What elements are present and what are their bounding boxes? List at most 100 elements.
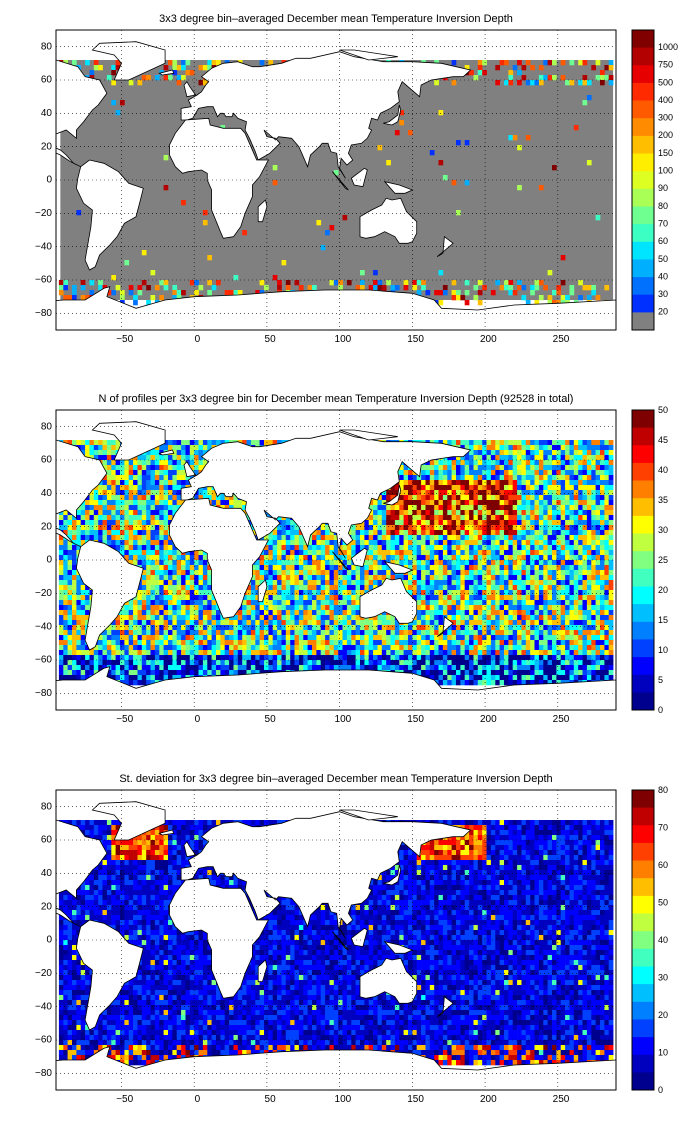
bin-cell [416,630,422,636]
bin-cell [146,665,151,671]
bin-cell [242,650,247,656]
bin-cell [150,565,156,571]
bin-cell [58,640,64,646]
bin-cell [89,665,95,671]
bin-cell [442,650,448,656]
bin-cell [303,650,308,656]
bin-cell [342,635,348,641]
bin-cell [67,595,73,601]
bin-cell [146,565,151,571]
bin-cell [294,635,300,641]
bin-cell [154,465,160,471]
bin-cell [429,480,435,486]
bin-cell [242,655,247,661]
colorbar-segment [632,277,654,296]
bin-cell [80,660,86,666]
bin-cell [316,620,322,626]
bin-cell [351,575,356,581]
bin-cell [76,630,82,636]
bin-cell [93,505,99,511]
bin-cell [124,600,130,606]
bin-cell [416,605,422,611]
bin-cell [202,495,208,501]
bin-cell [159,535,164,541]
bin-cell [429,555,435,561]
bin-cell [154,575,160,581]
bin-cell [377,540,383,546]
bin-cell [163,440,169,446]
bin-cell [146,450,151,456]
bin-cell [277,655,282,661]
bin-cell [181,460,186,466]
bin-cell [63,660,68,666]
bin-cell [255,590,260,596]
bin-cell [351,635,356,641]
bin-cell [154,580,160,586]
bin-cell [146,300,151,306]
bin-cell [368,535,374,541]
dotted-grid [56,30,616,330]
bin-cell [408,660,413,666]
bin-cell [63,640,68,646]
bin-cell [150,645,156,651]
bin-cell [93,535,99,541]
bin-cell [89,495,95,501]
bin-cell [508,70,514,76]
bin-cell [364,660,370,666]
bin-cell [530,80,535,86]
bin-cell [268,660,274,666]
bin-cell [159,575,164,581]
bin-cell [250,580,256,586]
bin-cell [360,640,365,646]
bin-cell [442,545,448,551]
bin-cell [438,485,444,491]
bin-cell [373,625,378,631]
bin-cell [421,495,426,501]
bin-cell [351,650,356,656]
bin-cell [512,65,518,71]
bin-cell [399,510,404,516]
bin-cell [368,560,374,566]
bin-cell [403,530,409,536]
bin-cell [338,615,343,621]
bin-cell [72,590,77,596]
bin-cell [128,545,134,551]
bin-cell [141,630,147,636]
bin-cell [85,515,90,521]
bin-cell [137,485,143,491]
bin-cell [250,650,256,656]
bin-cell [333,590,339,596]
bin-cell [442,660,448,666]
bin-cell [264,660,269,666]
bin-cell [163,480,169,486]
bin-cell [346,665,352,671]
bin-cell [224,670,230,676]
bin-cell [351,630,356,636]
bin-cell [294,660,300,666]
bin-cell [229,625,234,631]
bin-cell [181,440,186,446]
bin-cell [133,645,138,651]
bin-cell [412,530,418,536]
bin-cell [390,665,396,671]
bin-cell [268,540,274,546]
bin-cell [355,575,361,581]
bin-cell [394,540,400,546]
bin-cell [154,590,160,596]
bin-cell [76,510,82,516]
bin-cell [194,660,199,666]
bin-cell [325,545,330,551]
bin-cell [408,630,413,636]
land-mask [56,41,616,330]
bin-cell [93,650,99,656]
bin-cell [351,605,356,611]
bin-cell [381,610,387,616]
bin-cell [207,440,212,446]
bin-cell [211,620,217,626]
bin-cell [394,510,400,516]
bin-cell [163,670,169,676]
bin-cell [451,295,457,301]
bin-cell [80,440,86,446]
bin-cell [181,480,186,486]
bin-cell [534,280,540,286]
